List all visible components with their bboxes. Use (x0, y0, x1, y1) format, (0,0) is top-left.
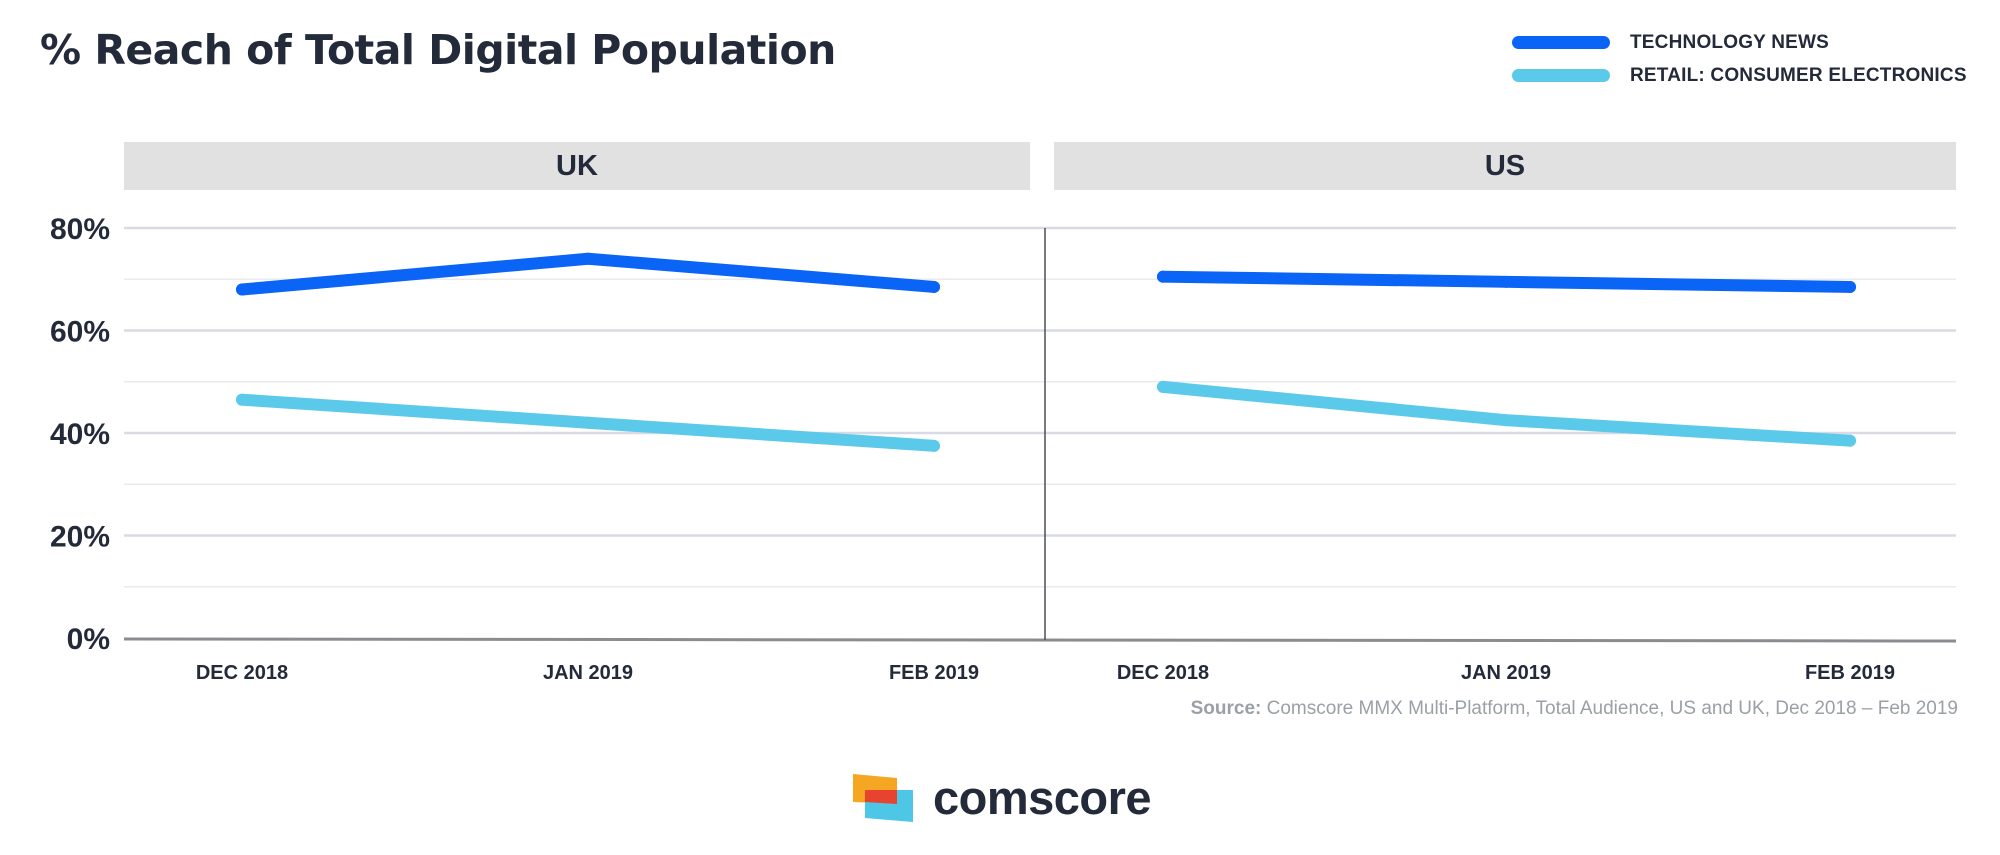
y-tick-label: 20% (50, 521, 110, 554)
panel-header-us: US (1054, 142, 1956, 190)
source-prefix: Source: (1190, 698, 1262, 719)
legend-swatch (1512, 36, 1610, 49)
data-point (928, 280, 940, 293)
legend-label: RETAIL: CONSUMER ELECTRONICS (1630, 64, 1967, 86)
x-tick-label: DEC 2018 (196, 662, 288, 684)
x-tick-label: JAN 2019 (543, 662, 633, 684)
brand: comscore (851, 770, 1152, 825)
data-point (1844, 434, 1856, 447)
legend-label: TECHNOLOGY NEWS (1630, 31, 1829, 53)
data-point (1500, 275, 1512, 288)
data-point (582, 252, 594, 265)
x-tick-label: FEB 2019 (1805, 662, 1895, 684)
data-point (928, 439, 940, 452)
data-point (236, 393, 248, 406)
y-tick-label: 60% (50, 316, 110, 349)
line-chart: 0% 20% 40% 60% 80% DEC 2018 JAN 2019 FEB 2019 DE… (50, 213, 1957, 684)
brand-name: comscore (933, 771, 1152, 824)
chart-title: % Reach of Total Digital Population (40, 26, 836, 74)
legend-item-technology-news: TECHNOLOGY NEWS (1512, 26, 1967, 59)
x-tick-label: JAN 2019 (1461, 662, 1551, 684)
comscore-logo-icon (853, 773, 913, 822)
data-point (582, 416, 594, 429)
source-text: Comscore MMX Multi-Platform, Total Audie… (1261, 698, 1958, 719)
source-note: Source: Comscore MMX Multi-Platform, Tot… (1191, 698, 1958, 720)
data-point (1500, 414, 1512, 427)
y-tick-label: 80% (50, 213, 110, 246)
legend: TECHNOLOGY NEWS RETAIL: CONSUMER ELECTRO… (1512, 26, 1967, 92)
y-tick-label: 40% (50, 418, 110, 451)
data-point (1157, 270, 1169, 283)
panel-header-uk: UK (124, 142, 1030, 190)
legend-item-retail-consumer-electronics: RETAIL: CONSUMER ELECTRONICS (1512, 59, 1967, 92)
data-point (1157, 380, 1169, 393)
legend-swatch (1512, 69, 1610, 82)
data-point (236, 283, 248, 296)
x-axis-line (123, 637, 1957, 643)
data-point (1844, 280, 1856, 293)
y-tick-label: 0% (67, 623, 110, 656)
x-tick-label: FEB 2019 (889, 662, 979, 684)
x-tick-label: DEC 2018 (1117, 662, 1209, 684)
